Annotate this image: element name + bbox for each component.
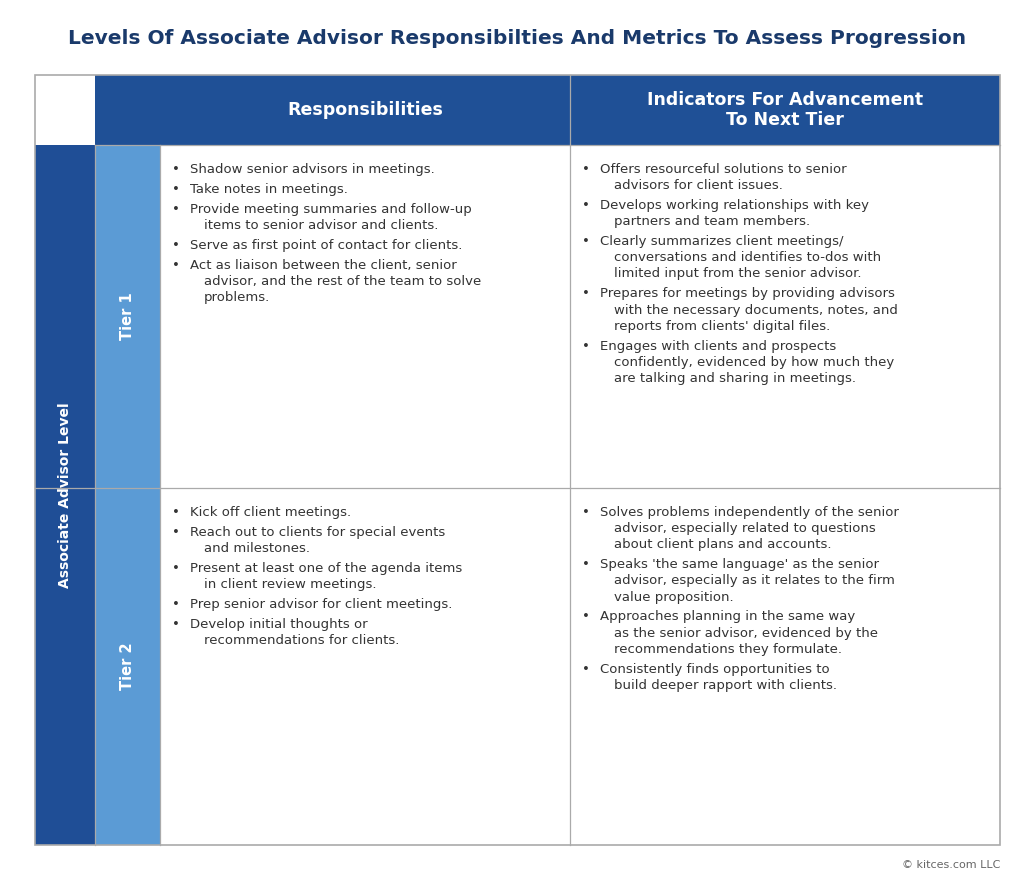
Text: are talking and sharing in meetings.: are talking and sharing in meetings. <box>614 372 856 385</box>
Text: •: • <box>172 618 180 631</box>
Text: Speaks 'the same language' as the senior: Speaks 'the same language' as the senior <box>600 559 879 571</box>
Text: about client plans and accounts.: about client plans and accounts. <box>614 538 831 552</box>
Text: Levels Of Associate Advisor Responsibilties And Metrics To Assess Progression: Levels Of Associate Advisor Responsibilt… <box>69 28 967 48</box>
Text: •: • <box>582 506 590 519</box>
Text: advisor, especially related to questions: advisor, especially related to questions <box>614 522 876 535</box>
Text: •: • <box>582 199 590 212</box>
Text: Clearly summarizes client meetings/: Clearly summarizes client meetings/ <box>600 235 844 248</box>
Text: Offers resourceful solutions to senior: Offers resourceful solutions to senior <box>600 163 847 176</box>
Text: Kick off client meetings.: Kick off client meetings. <box>190 506 351 519</box>
Text: build deeper rapport with clients.: build deeper rapport with clients. <box>614 679 837 692</box>
Text: confidently, evidenced by how much they: confidently, evidenced by how much they <box>614 356 894 369</box>
Bar <box>95 75 1000 145</box>
Text: •: • <box>172 163 180 176</box>
Text: and milestones.: and milestones. <box>204 542 310 555</box>
Text: in client review meetings.: in client review meetings. <box>204 578 377 591</box>
Text: •: • <box>582 559 590 571</box>
Text: •: • <box>582 339 590 353</box>
Text: with the necessary documents, notes, and: with the necessary documents, notes, and <box>614 303 898 316</box>
Bar <box>35 145 95 845</box>
Text: •: • <box>582 163 590 176</box>
Text: advisors for client issues.: advisors for client issues. <box>614 179 783 192</box>
Text: •: • <box>582 287 590 301</box>
Text: Solves problems independently of the senior: Solves problems independently of the sen… <box>600 506 899 519</box>
Text: •: • <box>172 562 180 575</box>
Text: Tier 1: Tier 1 <box>120 293 135 340</box>
Text: advisor, especially as it relates to the firm: advisor, especially as it relates to the… <box>614 575 895 587</box>
Text: problems.: problems. <box>204 291 270 304</box>
Text: •: • <box>172 598 180 611</box>
Text: recommendations they formulate.: recommendations they formulate. <box>614 643 842 656</box>
Text: advisor, and the rest of the team to solve: advisor, and the rest of the team to sol… <box>204 275 481 288</box>
Text: Prep senior advisor for client meetings.: Prep senior advisor for client meetings. <box>190 598 453 611</box>
Text: Approaches planning in the same way: Approaches planning in the same way <box>600 611 855 623</box>
Text: Serve as first point of contact for clients.: Serve as first point of contact for clie… <box>190 239 463 252</box>
Text: Prepares for meetings by providing advisors: Prepares for meetings by providing advis… <box>600 287 895 301</box>
Text: items to senior advisor and clients.: items to senior advisor and clients. <box>204 219 438 232</box>
Text: as the senior advisor, evidenced by the: as the senior advisor, evidenced by the <box>614 627 878 640</box>
Text: Responsibilities: Responsibilities <box>287 101 443 119</box>
Bar <box>570 488 1000 845</box>
Text: partners and team members.: partners and team members. <box>614 215 810 228</box>
Text: Indicators For Advancement
To Next Tier: Indicators For Advancement To Next Tier <box>647 90 923 129</box>
Text: •: • <box>582 611 590 623</box>
Text: •: • <box>172 526 180 539</box>
Text: •: • <box>172 239 180 252</box>
Text: Develops working relationships with key: Develops working relationships with key <box>600 199 869 212</box>
Text: •: • <box>582 235 590 248</box>
Text: Present at least one of the agenda items: Present at least one of the agenda items <box>190 562 462 575</box>
Text: reports from clients' digital files.: reports from clients' digital files. <box>614 320 830 332</box>
Text: •: • <box>582 663 590 675</box>
Bar <box>160 145 570 488</box>
Text: •: • <box>172 506 180 519</box>
Bar <box>35 75 1000 845</box>
Text: conversations and identifies to-dos with: conversations and identifies to-dos with <box>614 251 881 264</box>
Text: recommendations for clients.: recommendations for clients. <box>204 634 399 647</box>
Text: Shadow senior advisors in meetings.: Shadow senior advisors in meetings. <box>190 163 435 176</box>
Text: Take notes in meetings.: Take notes in meetings. <box>190 183 348 196</box>
Bar <box>95 488 160 845</box>
Text: •: • <box>172 183 180 196</box>
Text: Tier 2: Tier 2 <box>120 643 135 690</box>
Text: Engages with clients and prospects: Engages with clients and prospects <box>600 339 837 353</box>
Text: Consistently finds opportunities to: Consistently finds opportunities to <box>600 663 829 675</box>
Text: •: • <box>172 259 180 272</box>
Text: Develop initial thoughts or: Develop initial thoughts or <box>190 618 368 631</box>
Text: limited input from the senior advisor.: limited input from the senior advisor. <box>614 268 861 280</box>
Bar <box>160 488 570 845</box>
Text: value proposition.: value proposition. <box>614 591 733 604</box>
Bar <box>95 145 160 488</box>
Bar <box>570 145 1000 488</box>
Text: Reach out to clients for special events: Reach out to clients for special events <box>190 526 445 539</box>
Text: Act as liaison between the client, senior: Act as liaison between the client, senio… <box>190 259 457 272</box>
Text: Associate Advisor Level: Associate Advisor Level <box>58 402 72 588</box>
Text: © kitces.com LLC: © kitces.com LLC <box>901 860 1000 870</box>
Text: •: • <box>172 203 180 216</box>
Text: Provide meeting summaries and follow-up: Provide meeting summaries and follow-up <box>190 203 472 216</box>
